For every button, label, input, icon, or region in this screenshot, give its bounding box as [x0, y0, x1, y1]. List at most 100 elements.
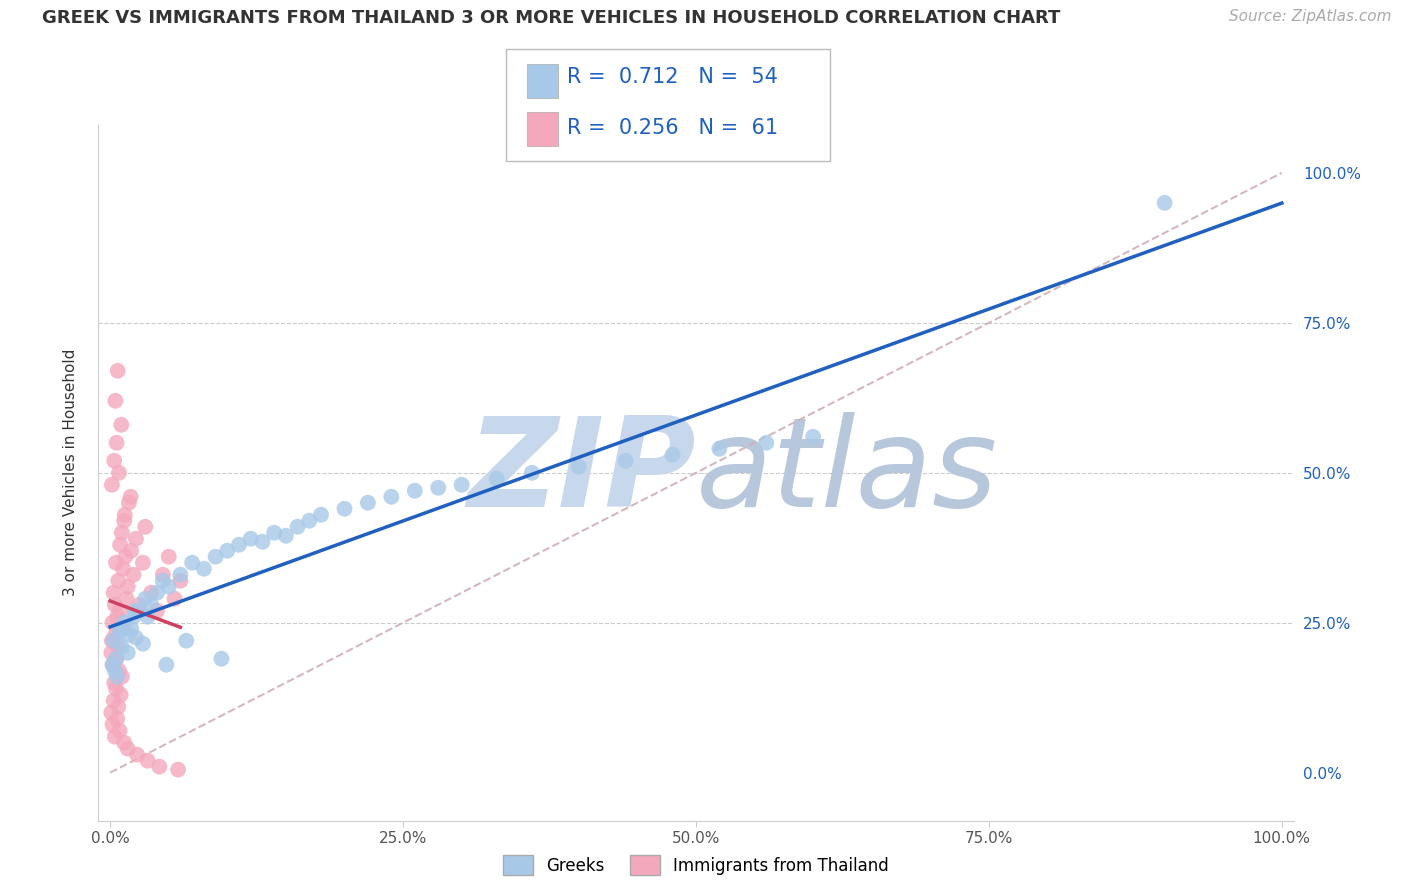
Point: [103, 454, 125, 468]
Point: [755, 435, 778, 450]
Y-axis label: 3 or more Vehicles in Household: 3 or more Vehicles in Household: [63, 349, 77, 597]
Point: [105, 670, 128, 684]
Point: [107, 364, 129, 378]
Point: [101, 477, 124, 491]
Point: [105, 651, 128, 665]
Point: [167, 763, 190, 777]
Point: [117, 580, 139, 594]
Point: [217, 543, 239, 558]
Text: atlas: atlas: [696, 412, 998, 533]
Point: [108, 538, 131, 552]
Point: [148, 759, 170, 773]
Point: [125, 532, 148, 546]
Text: ZIP: ZIP: [467, 412, 696, 533]
Point: [103, 585, 125, 599]
Text: GREEK VS IMMIGRANTS FROM THAILAND 3 OR MORE VEHICLES IN HOUSEHOLD CORRELATION CH: GREEK VS IMMIGRANTS FROM THAILAND 3 OR M…: [42, 9, 1060, 27]
Point: [110, 417, 132, 432]
Point: [204, 549, 226, 564]
Point: [105, 435, 128, 450]
Point: [333, 501, 356, 516]
Point: [709, 442, 731, 456]
Point: [380, 490, 402, 504]
Point: [104, 598, 127, 612]
Point: [107, 640, 129, 654]
Point: [174, 633, 197, 648]
Point: [485, 472, 508, 486]
Point: [132, 556, 155, 570]
Point: [112, 514, 135, 528]
Point: [122, 609, 145, 624]
Point: [108, 624, 131, 639]
Point: [115, 591, 138, 606]
Point: [801, 430, 824, 444]
Point: [110, 622, 132, 636]
Point: [128, 598, 150, 612]
Point: [112, 622, 135, 636]
Point: [239, 532, 262, 546]
Legend: Greeks, Immigrants from Thailand: Greeks, Immigrants from Thailand: [496, 848, 896, 882]
Point: [104, 664, 127, 678]
Point: [287, 520, 309, 534]
Point: [112, 736, 135, 750]
Point: [112, 562, 135, 576]
Point: [661, 448, 683, 462]
Point: [112, 615, 135, 630]
Point: [114, 508, 136, 522]
Point: [105, 651, 128, 665]
Point: [263, 525, 285, 540]
Point: [125, 631, 148, 645]
Point: [141, 598, 163, 612]
Point: [152, 574, 174, 588]
Point: [111, 640, 134, 654]
Point: [107, 699, 129, 714]
Text: R =  0.256   N =  61: R = 0.256 N = 61: [567, 119, 778, 138]
Point: [309, 508, 332, 522]
Point: [101, 657, 124, 672]
Point: [108, 723, 131, 738]
Point: [181, 556, 204, 570]
Point: [450, 477, 472, 491]
Point: [120, 622, 142, 636]
Point: [104, 628, 127, 642]
Point: [614, 454, 637, 468]
Point: [155, 657, 177, 672]
Point: [118, 628, 141, 642]
Point: [252, 534, 274, 549]
Point: [101, 717, 124, 731]
Point: [427, 481, 450, 495]
Point: [157, 580, 180, 594]
Point: [100, 646, 122, 660]
Point: [124, 604, 146, 618]
Point: [141, 585, 163, 599]
Point: [136, 754, 159, 768]
Point: [120, 490, 142, 504]
Point: [117, 646, 139, 660]
Point: [103, 633, 125, 648]
Point: [134, 520, 156, 534]
Point: [357, 496, 380, 510]
Point: [108, 604, 131, 618]
Point: [127, 747, 149, 762]
Text: R =  0.712   N =  54: R = 0.712 N = 54: [567, 67, 778, 87]
Point: [211, 651, 233, 665]
Point: [132, 637, 155, 651]
Point: [100, 706, 122, 720]
Point: [104, 730, 127, 744]
Point: [118, 496, 141, 510]
Point: [104, 393, 127, 408]
Point: [101, 633, 124, 648]
Point: [163, 591, 186, 606]
Point: [110, 688, 132, 702]
Point: [193, 562, 215, 576]
Point: [111, 525, 134, 540]
Point: [105, 712, 128, 726]
Point: [105, 681, 128, 696]
Point: [114, 549, 136, 564]
Point: [101, 615, 124, 630]
Point: [105, 556, 128, 570]
Point: [1153, 195, 1175, 210]
Point: [117, 741, 139, 756]
Point: [568, 459, 591, 474]
Point: [103, 694, 125, 708]
Point: [298, 514, 321, 528]
